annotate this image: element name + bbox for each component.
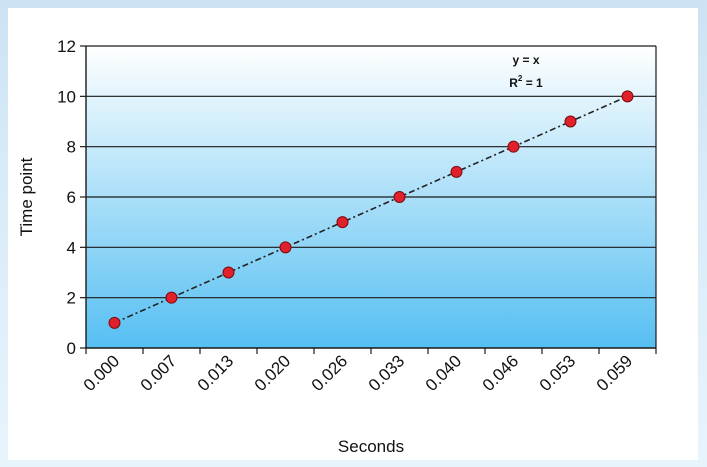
axes xyxy=(80,45,657,354)
y-tick-label: 4 xyxy=(67,238,76,257)
x-tick-label: 0.059 xyxy=(593,351,637,395)
y-tick-label: 6 xyxy=(67,188,76,207)
trendline-r-squared: R2 = 1 xyxy=(509,74,543,90)
x-tick-label: 0.033 xyxy=(365,351,409,395)
x-tick-label: 0.046 xyxy=(479,351,523,395)
data-point xyxy=(450,165,463,178)
data-point xyxy=(279,241,292,254)
y-tick-labels: 0 2 4 6 8 10 12 xyxy=(57,37,76,358)
data-point xyxy=(393,191,406,203)
scatter-chart: 0 2 4 6 8 10 12 0.000 0.007 0.013 0.020 0.026 0.033… xyxy=(17,37,657,456)
r-squared-superscript: 2 xyxy=(518,74,523,83)
gridlines xyxy=(86,45,656,299)
x-tick-label: 0.026 xyxy=(308,351,352,395)
y-tick-label: 8 xyxy=(67,138,76,157)
y-tick-label: 12 xyxy=(57,37,76,56)
data-point xyxy=(564,115,577,128)
data-point xyxy=(507,140,520,153)
data-points xyxy=(108,90,634,329)
y-tick-label: 0 xyxy=(67,339,76,358)
y-tick-label: 2 xyxy=(67,289,76,308)
x-tick-label: 0.013 xyxy=(194,351,238,395)
x-tick-label: 0.040 xyxy=(422,351,466,395)
trendline-group xyxy=(114,95,628,324)
data-point xyxy=(222,266,235,279)
r-squared-prefix: R xyxy=(509,76,518,90)
x-tick-label: 0.007 xyxy=(137,351,181,395)
data-point xyxy=(336,216,349,229)
x-tick-labels: 0.000 0.007 0.013 0.020 0.026 0.033 0.040 0.046… xyxy=(80,351,637,395)
chart-frame: 0 2 4 6 8 10 12 0.000 0.007 0.013 0.020 0.026 0.033… xyxy=(8,8,698,460)
x-tick-label: 0.053 xyxy=(536,351,580,395)
r-squared-suffix: = 1 xyxy=(522,76,543,90)
trendline-equation: y = x xyxy=(512,53,539,67)
data-point xyxy=(108,316,121,329)
x-tick-label: 0.000 xyxy=(80,351,124,395)
x-axis-title: Seconds xyxy=(338,437,404,456)
trendline xyxy=(114,95,628,324)
data-point xyxy=(165,291,178,304)
data-point xyxy=(621,90,634,103)
y-axis-title: Time point xyxy=(17,157,36,236)
y-tick-label: 10 xyxy=(57,87,76,106)
x-tick-label: 0.020 xyxy=(251,351,295,395)
